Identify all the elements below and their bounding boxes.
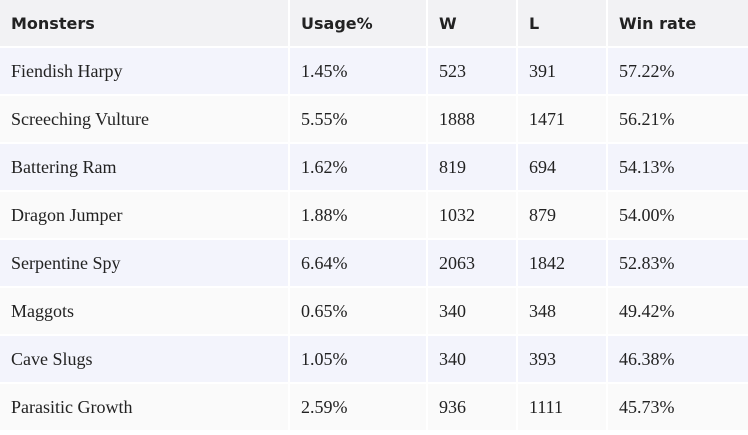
table-row: Maggots 0.65% 340 348 49.42% <box>0 288 748 334</box>
table-cell: 340 <box>428 336 516 382</box>
table-row: Serpentine Spy 6.64% 2063 1842 52.83% <box>0 240 748 286</box>
table-cell: Parasitic Growth <box>0 384 288 430</box>
table-row: Screeching Vulture 5.55% 1888 1471 56.21% <box>0 96 748 142</box>
table-cell: Maggots <box>0 288 288 334</box>
table-cell: 523 <box>428 48 516 94</box>
table-cell: 1111 <box>518 384 606 430</box>
table-cell: 46.38% <box>608 336 748 382</box>
table-cell: 1032 <box>428 192 516 238</box>
table-cell: 56.21% <box>608 96 748 142</box>
table-cell: 54.00% <box>608 192 748 238</box>
table-cell: 1471 <box>518 96 606 142</box>
table-row: Parasitic Growth 2.59% 936 1111 45.73% <box>0 384 748 430</box>
table-row: Battering Ram 1.62% 819 694 54.13% <box>0 144 748 190</box>
table-cell: 2063 <box>428 240 516 286</box>
table-cell: 1.45% <box>290 48 426 94</box>
table-cell: 2.59% <box>290 384 426 430</box>
table-cell: Screeching Vulture <box>0 96 288 142</box>
table-cell: 393 <box>518 336 606 382</box>
table-cell: 348 <box>518 288 606 334</box>
table-cell: 0.65% <box>290 288 426 334</box>
column-header: L <box>518 0 606 46</box>
table-cell: 1.62% <box>290 144 426 190</box>
table-cell: Cave Slugs <box>0 336 288 382</box>
table-cell: 5.55% <box>290 96 426 142</box>
table-cell: Serpentine Spy <box>0 240 288 286</box>
table-body: Fiendish Harpy 1.45% 523 391 57.22% Screechin… <box>0 48 748 430</box>
table-cell: 936 <box>428 384 516 430</box>
table-cell: 52.83% <box>608 240 748 286</box>
table-cell: 1842 <box>518 240 606 286</box>
column-header: Win rate <box>608 0 748 46</box>
table-cell: 57.22% <box>608 48 748 94</box>
header-row: Monsters Usage% W L Win rate <box>0 0 748 46</box>
table-cell: Dragon Jumper <box>0 192 288 238</box>
table-cell: 6.64% <box>290 240 426 286</box>
table-cell: 694 <box>518 144 606 190</box>
table-cell: 45.73% <box>608 384 748 430</box>
table-cell: 1.88% <box>290 192 426 238</box>
table-cell: Fiendish Harpy <box>0 48 288 94</box>
table-cell: 1888 <box>428 96 516 142</box>
table-cell: 391 <box>518 48 606 94</box>
table-row: Dragon Jumper 1.88% 1032 879 54.00% <box>0 192 748 238</box>
table-cell: 1.05% <box>290 336 426 382</box>
table-cell: 49.42% <box>608 288 748 334</box>
table-row: Fiendish Harpy 1.45% 523 391 57.22% <box>0 48 748 94</box>
column-header: Usage% <box>290 0 426 46</box>
column-header: Monsters <box>0 0 288 46</box>
table-cell: 879 <box>518 192 606 238</box>
table-cell: 340 <box>428 288 516 334</box>
table-row: Cave Slugs 1.05% 340 393 46.38% <box>0 336 748 382</box>
column-header: W <box>428 0 516 46</box>
table-cell: 819 <box>428 144 516 190</box>
table-cell: 54.13% <box>608 144 748 190</box>
table-cell: Battering Ram <box>0 144 288 190</box>
